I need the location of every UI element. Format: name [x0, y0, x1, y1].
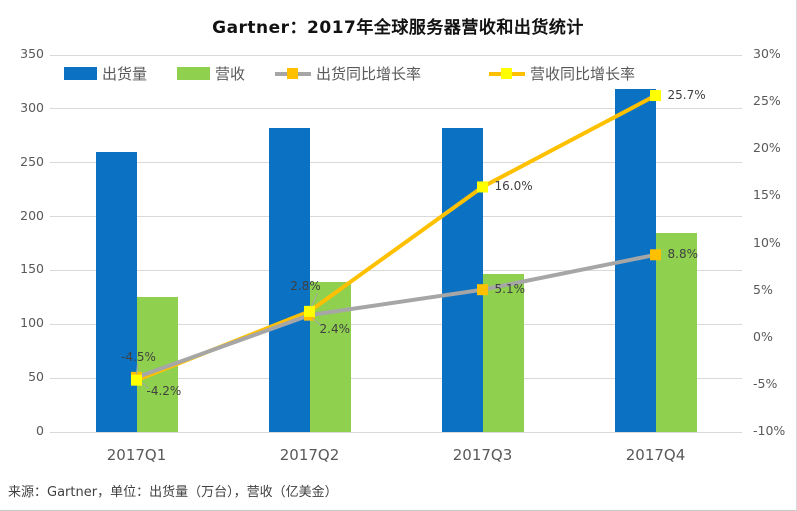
bar-营收-2017Q4	[655, 232, 697, 432]
revenue-growth-label-2017Q1: -4.5%	[121, 350, 156, 365]
gridline-0	[50, 431, 742, 433]
right-axis-tick-20%: 20%	[753, 140, 781, 156]
shipments-growth-line-swatch-icon	[275, 67, 312, 80]
right-axis-tick-15%: 15%	[753, 187, 781, 203]
legend-label-revenue: 营收	[215, 65, 246, 83]
shipments-bar-swatch-icon	[64, 67, 97, 80]
shipments-growth-label-2017Q4: 8.8%	[667, 246, 699, 261]
bar-出货量-2017Q1	[95, 151, 137, 432]
source-note: 来源：Gartner，单位：出货量（万台），营收（亿美金）	[8, 485, 338, 500]
revenue-growth-label-leader-2017Q1	[136, 364, 138, 375]
left-axis-tick-100: 100	[20, 315, 44, 331]
revenue-growth-label-2017Q2: 2.8%	[290, 279, 321, 294]
shipments-growth-label-leader-2017Q2	[312, 317, 322, 327]
category-label-2017Q2: 2017Q2	[279, 446, 340, 464]
legend-label-shipments-growth: 出货同比增长率	[316, 65, 422, 83]
left-axis-tick-250: 250	[20, 153, 44, 169]
gridline-350	[50, 54, 742, 56]
revenue-growth-label-2017Q3: 16.0%	[494, 178, 533, 193]
left-axis-tick-200: 200	[20, 207, 44, 223]
right-axis-tick--5%: -5%	[753, 375, 778, 391]
bar-出货量-2017Q2	[268, 128, 310, 432]
right-axis-tick-30%: 30%	[753, 46, 781, 61]
gridline-200	[50, 216, 742, 218]
revenue-growth-marker-2017Q4	[650, 90, 661, 102]
right-axis-tick-10%: 10%	[753, 234, 781, 250]
shipments-growth-marker-2017Q4	[650, 249, 661, 261]
revenue-growth-label-2017Q4: 25.7%	[667, 87, 706, 102]
left-axis-tick-150: 150	[20, 261, 44, 277]
revenue-growth-marker-2017Q3	[477, 181, 488, 193]
legend-item-shipments: 出货量	[64, 63, 147, 84]
shipments-growth-marker-icon	[287, 68, 299, 79]
chart-title: Gartner：2017年全球服务器营收和出货统计	[212, 18, 584, 38]
legend-item-revenue-growth: 营收同比增长率	[489, 63, 635, 84]
shipments-growth-marker-2017Q3	[477, 284, 488, 296]
revenue-growth-marker-2017Q2	[304, 305, 315, 317]
revenue-growth-line-swatch-icon	[489, 67, 526, 80]
shipments-growth-line	[135, 252, 656, 380]
gridline-50	[50, 377, 742, 379]
left-axis-tick-300: 300	[20, 99, 44, 115]
revenue-growth-marker-icon	[501, 68, 513, 79]
category-label-2017Q1: 2017Q1	[106, 446, 167, 464]
right-axis-tick-25%: 25%	[753, 93, 781, 109]
gridline-300	[50, 108, 742, 110]
bar-营收-2017Q3	[482, 273, 524, 432]
growth-lines-layer	[131, 90, 661, 389]
right-axis-tick--10%: -10%	[753, 423, 786, 438]
left-axis-tick-50: 50	[28, 369, 44, 385]
legend-item-revenue: 营收	[177, 63, 245, 84]
plot-area: -4.2% 2.4% 5.1% 8.8% -4.5% 2.8% 16.0% 25.7%	[50, 54, 742, 433]
revenue-growth-marker-2017Q1	[131, 374, 142, 386]
revenue-growth-line	[135, 93, 657, 383]
shipments-growth-label-2017Q2: 2.4%	[319, 322, 351, 337]
category-label-2017Q4: 2017Q4	[625, 446, 686, 464]
shipments-growth-label-2017Q1: -4.2%	[146, 384, 182, 399]
revenue-bar-swatch-icon	[177, 67, 211, 80]
right-axis-tick-5%: 5%	[753, 281, 773, 297]
revenue-growth-label-leader-2017Q2	[311, 293, 318, 307]
shipments-growth-label-2017Q3: 5.1%	[494, 281, 526, 296]
right-axis-tick-0%: 0%	[753, 328, 773, 344]
legend-label-shipments: 出货量	[102, 65, 148, 83]
left-axis-tick-350: 350	[20, 46, 44, 61]
legend-label-revenue-growth: 营收同比增长率	[530, 65, 636, 83]
bar-出货量-2017Q3	[441, 128, 483, 432]
category-label-2017Q3: 2017Q3	[452, 446, 513, 464]
left-axis-tick-0: 0	[36, 423, 44, 438]
gridline-100	[50, 323, 742, 325]
legend: 出货量 营收 出货同比增长率 营收同比增长率	[64, 63, 665, 84]
gridline-250	[50, 162, 742, 164]
gridline-150	[50, 269, 742, 271]
legend-item-shipments-growth: 出货同比增长率	[275, 63, 421, 84]
